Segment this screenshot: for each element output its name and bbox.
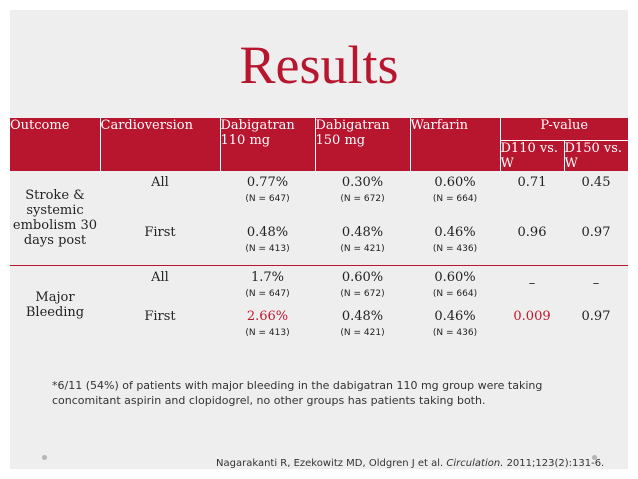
warfarin-value: 0.46% [434, 225, 476, 240]
warfarin-n: (N = 436) [432, 244, 478, 254]
d110-n: (N = 647) [245, 194, 290, 204]
p150-cell: 0.97 [564, 221, 628, 265]
citation-details: 2011;123(2):131-6. [506, 458, 605, 469]
d110-value-highlighted: 2.66% [246, 309, 289, 324]
d150-value: 0.48% [341, 309, 384, 324]
header-outcome: Outcome [10, 118, 101, 171]
cardioversion-cell: First [100, 221, 220, 265]
citation-journal: Circulation. [446, 458, 504, 469]
p110-cell: 0.96 [500, 221, 564, 265]
d110-cell: 2.66% (N = 413) [220, 305, 315, 345]
d150-n: (N = 672) [340, 194, 385, 204]
d150-n: (N = 421) [340, 244, 385, 254]
decorative-dot [592, 455, 597, 460]
table-row: Major Bleeding All 1.7% (N = 647) 0.60% (N… [10, 264, 628, 345]
d150-cell: 0.48% (N = 421) [315, 221, 410, 265]
cardioversion-cell: All [100, 171, 220, 221]
warfarin-value: 0.60% [434, 269, 476, 285]
warfarin-cell: 0.46% (N = 436) [410, 221, 500, 265]
outcome-stroke: Stroke & systemic embolism 30 days post [10, 171, 100, 265]
table-row: First 0.48% (N = 413) 0.48% (N = 421) 0.46… [10, 221, 628, 265]
warfarin-cell: 0.60% (N = 664) [410, 264, 500, 305]
warfarin-value: 0.46% [434, 309, 476, 324]
p110-cell: – [500, 264, 564, 305]
header-d110-vs-w: D110 vs. W [500, 140, 565, 171]
outcome-major-bleeding: Major Bleeding [10, 264, 100, 345]
cardioversion-cell: All [100, 264, 220, 305]
warfarin-value: 0.60% [434, 175, 476, 190]
citation-authors: Nagarakanti R, Ezekowitz MD, Oldgren J e… [216, 458, 444, 469]
d150-value: 0.48% [341, 225, 384, 240]
table-row: Stroke & systemic embolism 30 days post … [10, 171, 628, 265]
d110-value: 1.7% [250, 269, 285, 285]
d110-value: 0.77% [246, 175, 289, 190]
d150-value: 0.30% [341, 175, 384, 190]
header-dabigatran-110: Dabigatran 110 mg [220, 118, 316, 171]
d150-cell: 0.48% (N = 421) [315, 305, 410, 345]
d110-n: (N = 647) [245, 288, 290, 299]
d110-value: 0.48% [246, 225, 289, 240]
warfarin-cell: 0.60% (N = 664) [410, 171, 500, 221]
d150-cell: 0.60% (N = 672) [315, 264, 410, 305]
results-table: Outcome Cardioversion Dabigatran 110 mg … [10, 118, 628, 345]
warfarin-cell: 0.46% (N = 436) [410, 305, 500, 345]
warfarin-n: (N = 664) [432, 288, 478, 299]
p110-cell: 0.71 [500, 171, 564, 221]
p150-cell: – [564, 264, 628, 305]
header-dabigatran-150: Dabigatran 150 mg [315, 118, 411, 171]
warfarin-n: (N = 436) [432, 328, 478, 338]
pvalue-subheader-row: D110 vs. W D150 vs. W [10, 140, 628, 171]
citation: Nagarakanti R, Ezekowitz MD, Oldgren J e… [216, 458, 604, 469]
d110-cell: 0.48% (N = 413) [220, 221, 315, 265]
decorative-dot [42, 455, 47, 460]
d150-n: (N = 672) [340, 288, 385, 299]
header-cardioversion: Cardioversion [100, 118, 221, 171]
p150-cell: 0.97 [564, 305, 628, 345]
footnote: *6/11 (54%) of patients with major bleed… [52, 379, 543, 407]
d110-n: (N = 413) [245, 328, 290, 338]
p150-cell: 0.45 [564, 171, 628, 221]
header-row: Outcome Cardioversion Dabigatran 110 mg … [10, 118, 628, 171]
d150-cell: 0.30% (N = 672) [315, 171, 410, 221]
slide-title: Results [239, 35, 399, 95]
header-d150-vs-w: D150 vs. W [564, 140, 628, 171]
d110-n: (N = 413) [245, 244, 290, 254]
header-pvalue: P-value [500, 118, 628, 141]
table-row: First 2.66% (N = 413) 0.48% (N = 421) 0.46… [10, 305, 628, 345]
d150-value: 0.60% [341, 269, 384, 285]
warfarin-n: (N = 664) [432, 194, 478, 204]
d110-cell: 0.77% (N = 647) [220, 171, 315, 221]
d110-cell: 1.7% (N = 647) [220, 264, 315, 305]
p110-cell-highlighted: 0.009 [500, 305, 564, 345]
cardioversion-cell: First [100, 305, 220, 345]
header-warfarin: Warfarin [410, 118, 501, 171]
d150-n: (N = 421) [340, 328, 385, 338]
